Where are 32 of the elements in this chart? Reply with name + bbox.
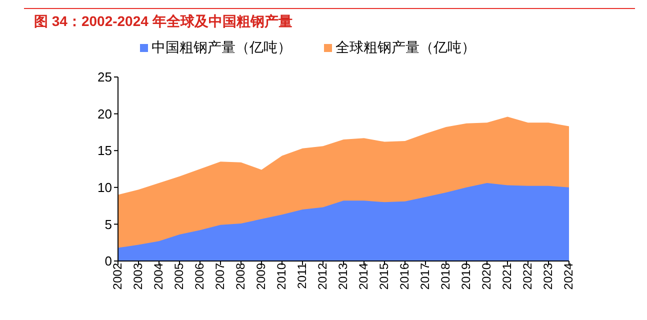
x-tick-label: 2007 — [213, 262, 228, 290]
x-tick-label: 2003 — [131, 262, 146, 290]
legend-label: 中国粗钢产量（亿吨） — [152, 39, 292, 55]
x-tick-label: 2016 — [398, 262, 412, 290]
x-tick-label: 2002 — [110, 262, 125, 290]
x-tick-label: 2004 — [152, 262, 166, 290]
y-tick-label: 10 — [98, 180, 112, 196]
x-tick-label: 2006 — [192, 262, 207, 290]
x-tick-label: 2021 — [500, 262, 514, 290]
x-tick-label: 2015 — [377, 262, 392, 290]
x-tick-label: 2024 — [562, 262, 576, 290]
x-tick-label: 2020 — [480, 262, 494, 290]
y-tick-label: 15 — [98, 143, 112, 158]
x-tick-label: 2019 — [459, 262, 474, 290]
x-tick-label: 2012 — [316, 262, 330, 290]
y-tick-label: 0 — [104, 254, 112, 269]
x-tick-label: 2014 — [356, 262, 371, 290]
x-tick-label: 2018 — [438, 262, 453, 290]
y-tick-label: 25 — [98, 70, 112, 85]
x-tick-label: 2009 — [254, 262, 268, 290]
x-tick-label: 2023 — [541, 262, 556, 290]
x-tick-label: 2008 — [234, 262, 248, 290]
x-tick-label: 2005 — [172, 262, 186, 290]
chart-title: 图 34：2002-2024 年全球及中国粗钢产量 — [34, 13, 294, 31]
x-tick-label: 2011 — [295, 262, 310, 289]
x-tick-label: 2017 — [418, 262, 432, 290]
y-tick-label: 20 — [98, 106, 112, 122]
legend-label: 全球粗钢产量（亿吨） — [336, 39, 476, 55]
x-tick-label: 2022 — [520, 262, 535, 290]
x-tick-label: 2013 — [336, 262, 350, 290]
x-tick-label: 2010 — [274, 262, 289, 290]
y-tick-label: 5 — [104, 216, 112, 232]
